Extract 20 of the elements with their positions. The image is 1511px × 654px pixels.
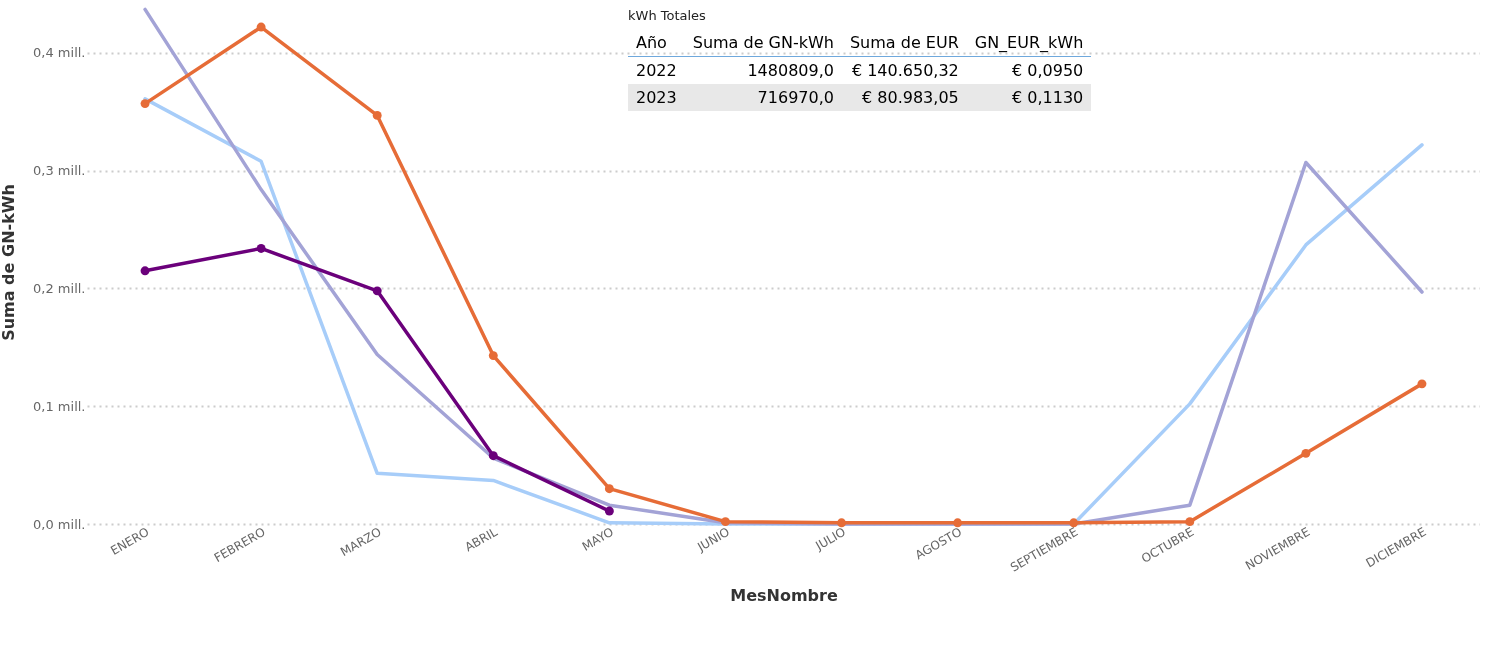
annotation: GN_EUR_kWh <box>966 29 1092 57</box>
annotation: 2023 <box>628 84 685 111</box>
annotation: € 0,1130 <box>966 84 1092 111</box>
annotation: € 80.983,05 <box>841 84 967 111</box>
y-tick-label: 0,3 mill. <box>33 163 86 179</box>
y-tick-label: 0,1 mill. <box>33 398 86 414</box>
annotation: 1480809,0 <box>746 60 835 82</box>
y-axis-title: Suma de GN-kWh <box>0 184 19 341</box>
annotation: Suma de EUR <box>841 29 967 57</box>
annotation: Suma de GN-kWh <box>684 29 842 57</box>
annotation: 716970,0 <box>684 84 842 111</box>
annotation: 2022 <box>635 60 678 82</box>
y-tick-label: 0,4 mill. <box>33 45 86 61</box>
annotation: Año <box>628 29 685 57</box>
y-tick-label: 0,0 mill. <box>33 516 86 532</box>
annotation: kWh Totales <box>628 8 707 23</box>
y-tick-label: 0,2 mill. <box>33 280 86 296</box>
annotation: € 0,0950 <box>1011 60 1085 82</box>
x-axis-title: MesNombre <box>730 585 838 605</box>
annotation: € 140.650,32 <box>850 60 960 82</box>
